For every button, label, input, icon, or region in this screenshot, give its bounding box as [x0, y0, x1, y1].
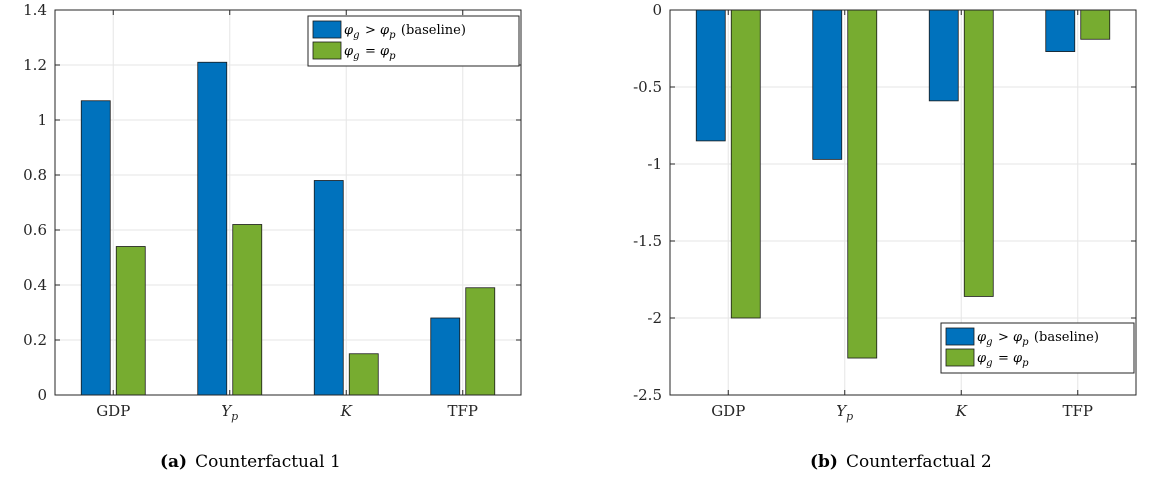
y-tick-label-4: -0.5	[633, 78, 662, 96]
category-label-2: K	[955, 402, 968, 420]
category-label-0: GDP	[711, 402, 745, 420]
y-tick-label-5: 0	[652, 1, 662, 19]
legend-label-0: φg > φp (baseline)	[977, 330, 1099, 348]
legend-box	[307, 15, 520, 67]
chart-panel-b: -2.5 -2 -1.5 -1 -0.5 0 GDP Yp K TFP φg > φp (basel…	[633, 1, 1137, 423]
legend-label-0: φg > φp (baseline)	[344, 23, 466, 41]
caption-a-tag: (a)	[160, 452, 188, 472]
legend-label-1: φg = φp	[344, 44, 397, 62]
bar-s0-1	[812, 9, 843, 160]
bar-s1-1	[847, 9, 878, 359]
y-tick-label-3: 0.6	[23, 221, 47, 239]
caption-b-tag: (b)	[810, 452, 838, 472]
caption-b: (b) Counterfactual 2	[810, 452, 992, 472]
bar-s0-2	[928, 9, 959, 102]
legend-swatch-1	[945, 348, 975, 367]
legend: φg > φp (baseline) φg = φp	[940, 322, 1135, 374]
y-tick-label-0: -2.5	[633, 386, 662, 404]
category-label-2: K	[340, 402, 353, 420]
chart-panel-a: 0 0.2 0.4 0.6 0.8 1 1.2 1.4 GDP Yp K TFP φg > φp (ba…	[23, 1, 522, 423]
bar-s1-0	[115, 246, 146, 396]
bar-s0-0	[80, 100, 111, 396]
y-tick-label-2: 0.4	[23, 276, 47, 294]
bar-s1-2	[963, 9, 994, 297]
bar-s0-1	[197, 61, 228, 396]
axes-box	[54, 9, 522, 396]
bar-s1-3	[465, 287, 496, 396]
y-tick-label-7: 1.4	[23, 1, 47, 19]
y-tick-label-2: -1.5	[633, 232, 662, 250]
y-tick-label-6: 1.2	[23, 56, 47, 74]
category-label-3: TFP	[1062, 402, 1093, 420]
category-label-1: Yp	[836, 402, 853, 423]
y-tick-label-5: 1	[37, 111, 47, 129]
bar-s0-0	[695, 9, 726, 142]
y-tick-label-1: 0.2	[23, 331, 47, 349]
legend-swatch-1	[312, 41, 342, 60]
bar-s1-2	[348, 353, 379, 396]
caption-a: (a) Counterfactual 1	[160, 452, 341, 472]
legend-label-1: φg = φp	[977, 351, 1030, 369]
bar-s1-1	[232, 224, 263, 396]
y-tick-label-4: 0.8	[23, 166, 47, 184]
category-label-1: Yp	[221, 402, 238, 423]
legend: φg > φp (baseline) φg = φp	[307, 15, 520, 67]
category-label-0: GDP	[96, 402, 130, 420]
caption-b-text: Counterfactual 2	[845, 452, 992, 472]
bar-s0-3	[1045, 9, 1076, 52]
y-tick-label-3: -1	[647, 155, 662, 173]
axes-box	[669, 9, 1137, 396]
bar-s0-2	[313, 180, 344, 396]
y-tick-label-0: 0	[37, 386, 47, 404]
legend-swatch-0	[312, 20, 342, 39]
legend-swatch-0	[945, 327, 975, 346]
category-label-3: TFP	[447, 402, 478, 420]
bar-s1-0	[730, 9, 761, 319]
bar-s1-3	[1080, 9, 1111, 40]
y-tick-label-1: -2	[647, 309, 662, 327]
bar-s0-3	[430, 317, 461, 396]
caption-a-text: Counterfactual 1	[195, 452, 341, 472]
